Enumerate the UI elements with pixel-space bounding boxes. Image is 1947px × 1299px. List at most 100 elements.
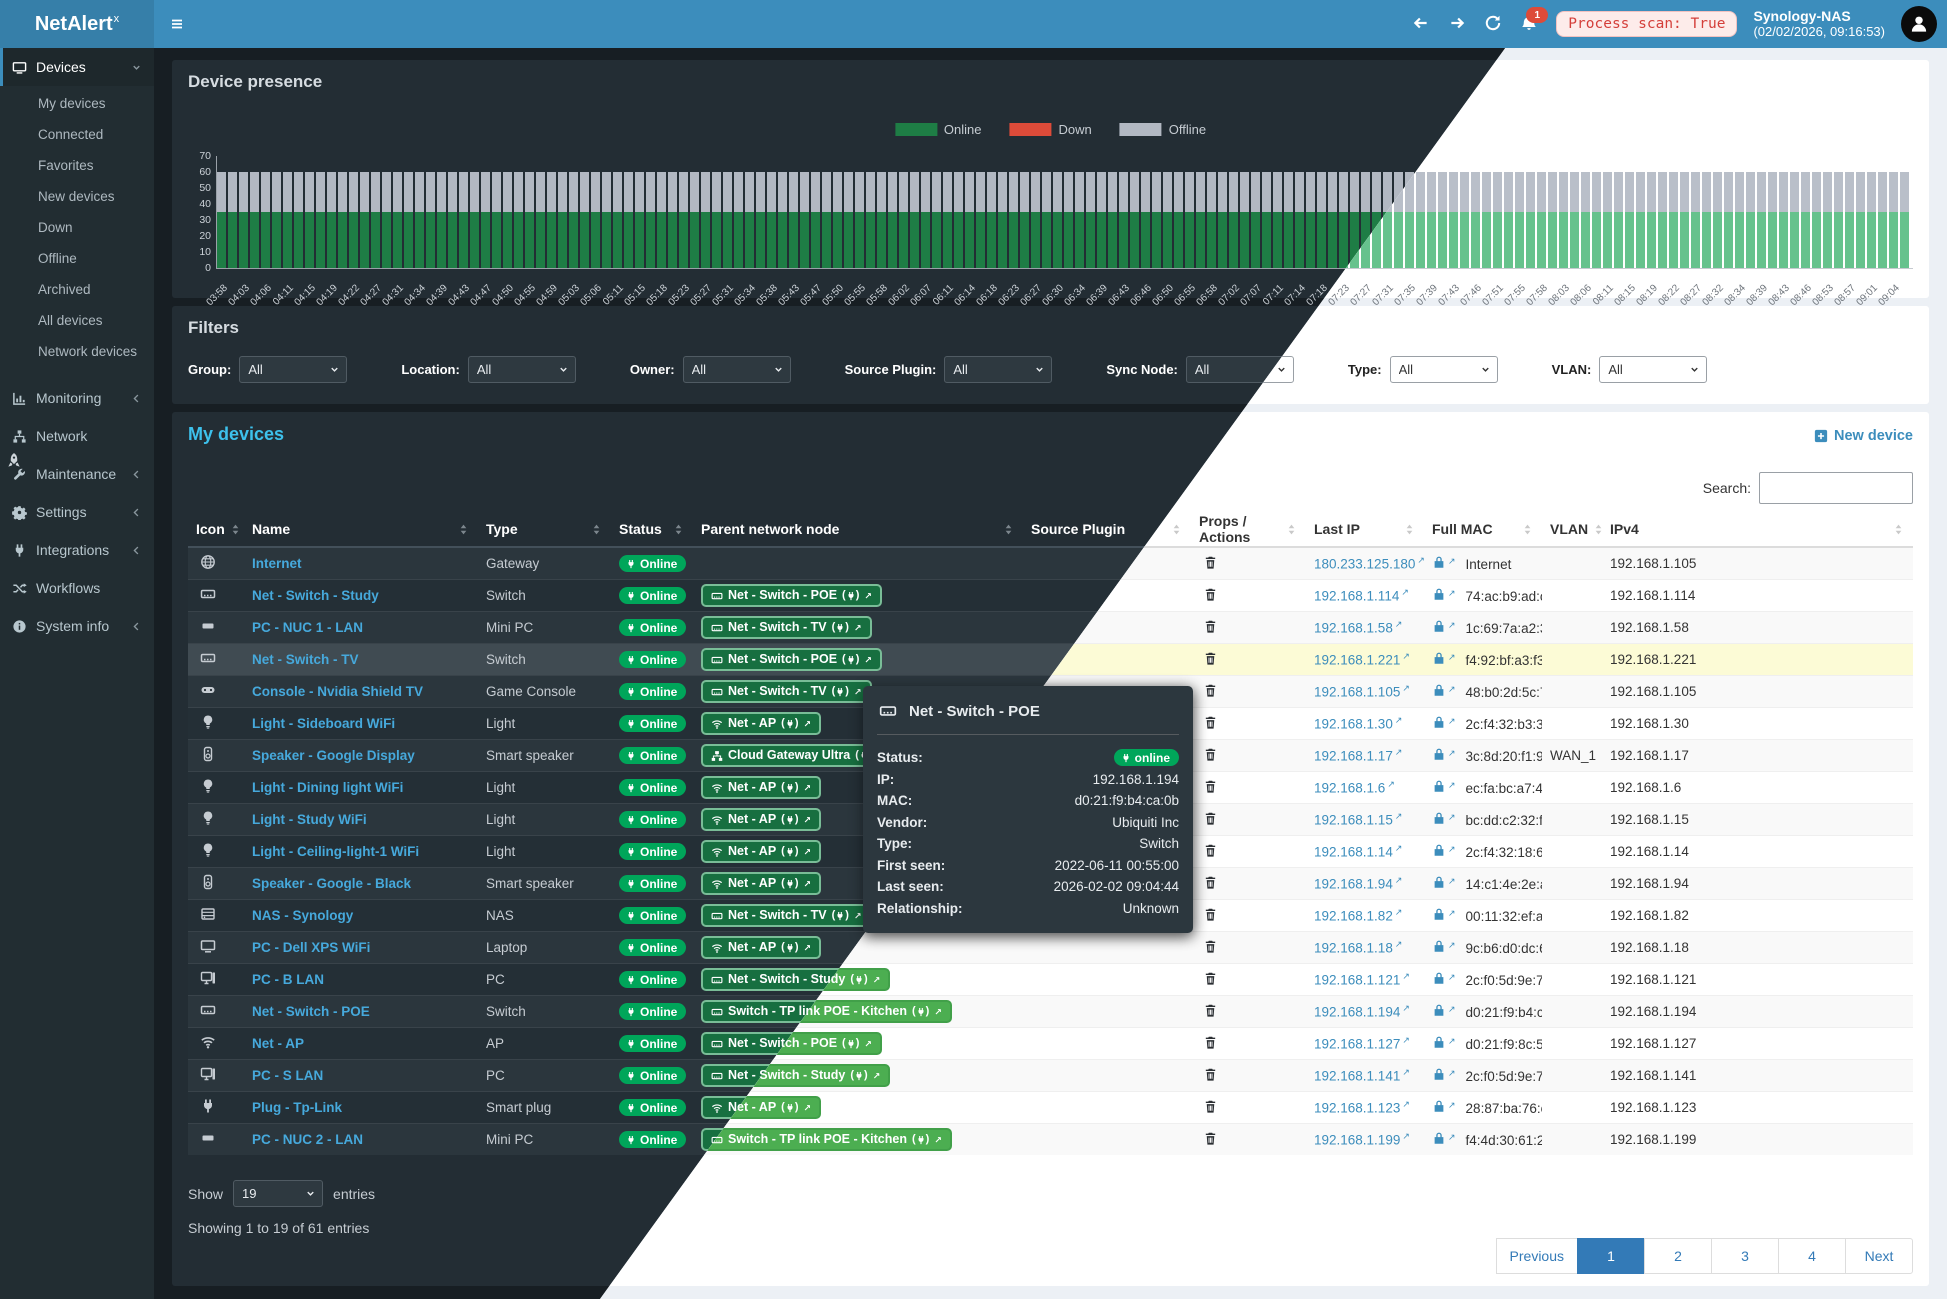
lock-icon[interactable] [1432, 555, 1446, 569]
lock-icon[interactable] [1432, 811, 1446, 825]
sidebar-item-devices[interactable]: Devices [0, 48, 154, 86]
device-name-link[interactable]: Net - Switch - POE [252, 1004, 370, 1019]
lock-icon[interactable] [1432, 747, 1446, 761]
parent-node-button[interactable]: Net - Switch - TV()↗ [701, 680, 872, 703]
submenu-item[interactable]: All devices [38, 313, 103, 328]
device-name-link[interactable]: Net - Switch - TV [252, 652, 359, 667]
table-search-input[interactable] [1759, 472, 1913, 504]
filter-select[interactable]: All [1389, 356, 1498, 383]
lock-icon[interactable] [1432, 939, 1446, 953]
device-name-link[interactable]: Console - Nvidia Shield TV [252, 684, 424, 699]
lock-icon[interactable] [1432, 683, 1446, 697]
device-name-link[interactable]: PC - Dell XPS WiFi [252, 940, 371, 955]
device-name-link[interactable]: PC - NUC 1 - LAN [252, 620, 363, 635]
sort-icon[interactable] [1403, 523, 1416, 536]
table-row[interactable]: Net - Switch - POE Switch Online Switch … [600, 995, 1913, 1028]
last-ip-link[interactable]: 192.168.1.14 [1314, 844, 1393, 860]
delete-device-button[interactable] [1203, 1035, 1218, 1050]
lock-icon[interactable] [1432, 843, 1446, 857]
device-name-link[interactable]: PC - B LAN [252, 972, 324, 987]
lock-icon[interactable] [1432, 875, 1446, 889]
pagination-button[interactable]: Next [1845, 1238, 1913, 1274]
col-header-last-ip[interactable]: Last IP [1306, 512, 1424, 548]
lock-icon[interactable] [1432, 907, 1446, 921]
sort-icon[interactable] [1002, 523, 1015, 536]
last-ip-link[interactable]: 192.168.1.94 [1314, 876, 1393, 892]
notifications-button[interactable]: 1 [1520, 7, 1549, 34]
lock-icon[interactable] [1432, 715, 1446, 729]
parent-node-button[interactable]: Net - Switch - TV()↗ [701, 616, 872, 639]
sidebar-item-settings[interactable]: Settings [0, 493, 154, 531]
delete-device-button[interactable] [1203, 1067, 1218, 1082]
device-name-link[interactable]: Net - Switch - Study [252, 588, 379, 603]
last-ip-link[interactable]: 192.168.1.199 [1314, 1132, 1401, 1148]
submenu-item[interactable]: Down [38, 220, 73, 235]
lock-icon[interactable] [1432, 1099, 1446, 1113]
col-header-parent[interactable]: Parent network node [693, 512, 1023, 548]
col-header-full-mac[interactable]: Full MAC [1424, 512, 1542, 548]
device-name-link[interactable]: Plug - Tp-Link [252, 1100, 342, 1115]
device-name-link[interactable]: Speaker - Google Display [252, 748, 415, 763]
user-avatar[interactable] [1901, 6, 1937, 42]
last-ip-link[interactable]: 192.168.1.121 [1314, 972, 1401, 988]
sort-icon[interactable] [1521, 523, 1534, 536]
last-ip-link[interactable]: 192.168.1.15 [1314, 812, 1393, 828]
parent-node-button[interactable]: Net - AP()↗ [701, 712, 822, 735]
device-name-link[interactable]: Net - AP [252, 1036, 305, 1051]
last-ip-link[interactable]: 192.168.1.221 [1314, 652, 1401, 668]
filter-select[interactable]: All [944, 356, 1053, 383]
last-ip-link[interactable]: 192.168.1.194 [1314, 1004, 1401, 1020]
delete-device-button[interactable] [1203, 939, 1218, 954]
parent-node-button[interactable]: Net - AP()↗ [701, 776, 822, 799]
table-row[interactable]: PC - NUC 2 - LAN Mini PC Online Switch -… [600, 1123, 1913, 1155]
submenu-item[interactable]: Network devices [38, 344, 138, 359]
delete-device-button[interactable] [1203, 1003, 1218, 1018]
parent-node-button[interactable]: Net - AP()↗ [701, 840, 822, 863]
new-device-button[interactable]: New device [1814, 428, 1913, 444]
entries-per-page-select[interactable]: 19 [233, 1180, 324, 1207]
nav-back-button[interactable] [1412, 14, 1432, 34]
refresh-button[interactable] [1484, 14, 1504, 34]
sort-icon[interactable] [1592, 523, 1605, 536]
col-header-type[interactable]: Type [478, 512, 611, 548]
device-name-link[interactable]: Speaker - Google - Black [252, 876, 412, 891]
delete-device-button[interactable] [1203, 907, 1218, 922]
filter-select[interactable]: All [1599, 356, 1708, 383]
lock-icon[interactable] [1432, 1003, 1446, 1017]
last-ip-link[interactable]: 192.168.1.123 [1314, 1100, 1401, 1116]
last-ip-link[interactable]: 192.168.1.6 [1314, 780, 1386, 796]
table-row[interactable]: Net - AP AP Online Net - Switch - POE()↗… [600, 1027, 1913, 1060]
last-ip-link[interactable]: 192.168.1.127 [1314, 1036, 1401, 1052]
delete-device-button[interactable] [1203, 651, 1218, 666]
device-name-link[interactable]: PC - S LAN [252, 1068, 324, 1083]
sidebar-item-monitoring[interactable]: Monitoring [0, 379, 154, 417]
sidebar-item-network[interactable]: Network [0, 417, 154, 455]
delete-device-button[interactable] [1203, 971, 1218, 986]
delete-device-button[interactable] [1203, 1099, 1218, 1114]
sidebar-item-integrations[interactable]: Integrations [0, 531, 154, 569]
delete-device-button[interactable] [1203, 683, 1218, 698]
sort-icon[interactable] [1170, 523, 1183, 536]
delete-device-button[interactable] [1203, 555, 1218, 570]
device-name-link[interactable]: Light - Dining light WiFi [252, 780, 404, 795]
submenu-item[interactable]: Archived [38, 282, 91, 297]
last-ip-link[interactable]: 192.168.1.141 [1314, 1068, 1401, 1084]
app-logo[interactable]: NetAlertx [0, 0, 154, 48]
nav-forward-button[interactable] [1448, 14, 1468, 34]
delete-device-button[interactable] [1203, 1131, 1218, 1146]
last-ip-link[interactable]: 180.233.125.180 [1314, 556, 1416, 572]
sidebar-toggle-button[interactable] [154, 0, 200, 48]
last-ip-link[interactable]: 192.168.1.30 [1314, 716, 1393, 732]
submenu-item[interactable]: Offline [38, 251, 77, 266]
lock-icon[interactable] [1432, 1131, 1446, 1145]
col-header-status[interactable]: Status [611, 512, 693, 548]
delete-device-button[interactable] [1203, 875, 1218, 890]
lock-icon[interactable] [1432, 651, 1446, 665]
filter-select[interactable]: All [239, 356, 348, 383]
submenu-item[interactable]: My devices [38, 96, 106, 111]
device-name-link[interactable]: Internet [252, 556, 302, 571]
parent-node-button[interactable]: Net - Switch - TV()↗ [701, 904, 872, 927]
lock-icon[interactable] [1432, 971, 1446, 985]
delete-device-button[interactable] [1203, 619, 1218, 634]
parent-node-button[interactable]: Net - AP()↗ [701, 936, 822, 959]
